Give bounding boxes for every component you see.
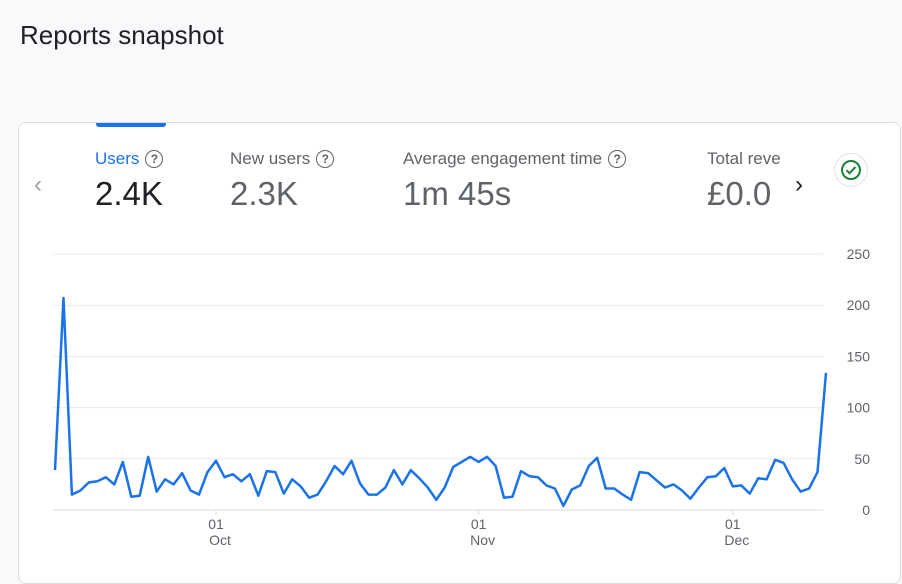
y-tick-label: 100 xyxy=(847,400,871,416)
chevron-left-icon[interactable]: ‹ xyxy=(34,171,42,198)
tab-total-revenue[interactable]: Total reve £0.0 xyxy=(707,149,782,213)
chevron-right-icon[interactable]: › xyxy=(795,171,803,198)
help-icon[interactable]: ? xyxy=(145,150,164,168)
y-tick-label: 250 xyxy=(847,246,871,262)
y-tick-label: 0 xyxy=(862,502,870,518)
metric-value: 2.4K xyxy=(95,175,163,212)
metric-label: Users xyxy=(95,149,140,168)
help-icon[interactable]: ? xyxy=(316,150,335,168)
x-tick-day: 01 xyxy=(471,516,487,532)
x-tick-month: Nov xyxy=(470,532,495,548)
tab-new-users[interactable]: New users? 2.3K xyxy=(230,149,335,213)
active-tab-indicator xyxy=(96,123,166,127)
y-tick-label: 150 xyxy=(847,348,871,364)
metric-value: £0.0 xyxy=(707,175,772,212)
x-tick-month: Dec xyxy=(724,532,749,548)
x-tick-day: 01 xyxy=(208,516,224,532)
x-tick-day: 01 xyxy=(725,516,741,532)
check-circle-icon[interactable] xyxy=(834,153,868,187)
y-tick-label: 50 xyxy=(854,451,870,467)
metric-label: New users xyxy=(230,149,311,168)
metric-label: Total reve xyxy=(707,149,781,168)
metric-value: 1m 45s xyxy=(403,175,512,212)
x-tick-month: Oct xyxy=(209,532,231,548)
page-title: Reports snapshot xyxy=(20,20,224,50)
help-icon[interactable]: ? xyxy=(608,150,627,168)
metrics-card: ‹ Users? 2.4K New users? 2.3K Average en… xyxy=(18,122,901,584)
metric-label: Average engagement time xyxy=(403,149,603,168)
y-tick-label: 200 xyxy=(847,297,871,313)
tab-average-engagement-time[interactable]: Average engagement time? 1m 45s xyxy=(403,149,627,213)
metric-value: 2.3K xyxy=(230,175,298,212)
users-series-line xyxy=(53,296,828,508)
tab-users[interactable]: Users? 2.4K xyxy=(95,149,164,213)
